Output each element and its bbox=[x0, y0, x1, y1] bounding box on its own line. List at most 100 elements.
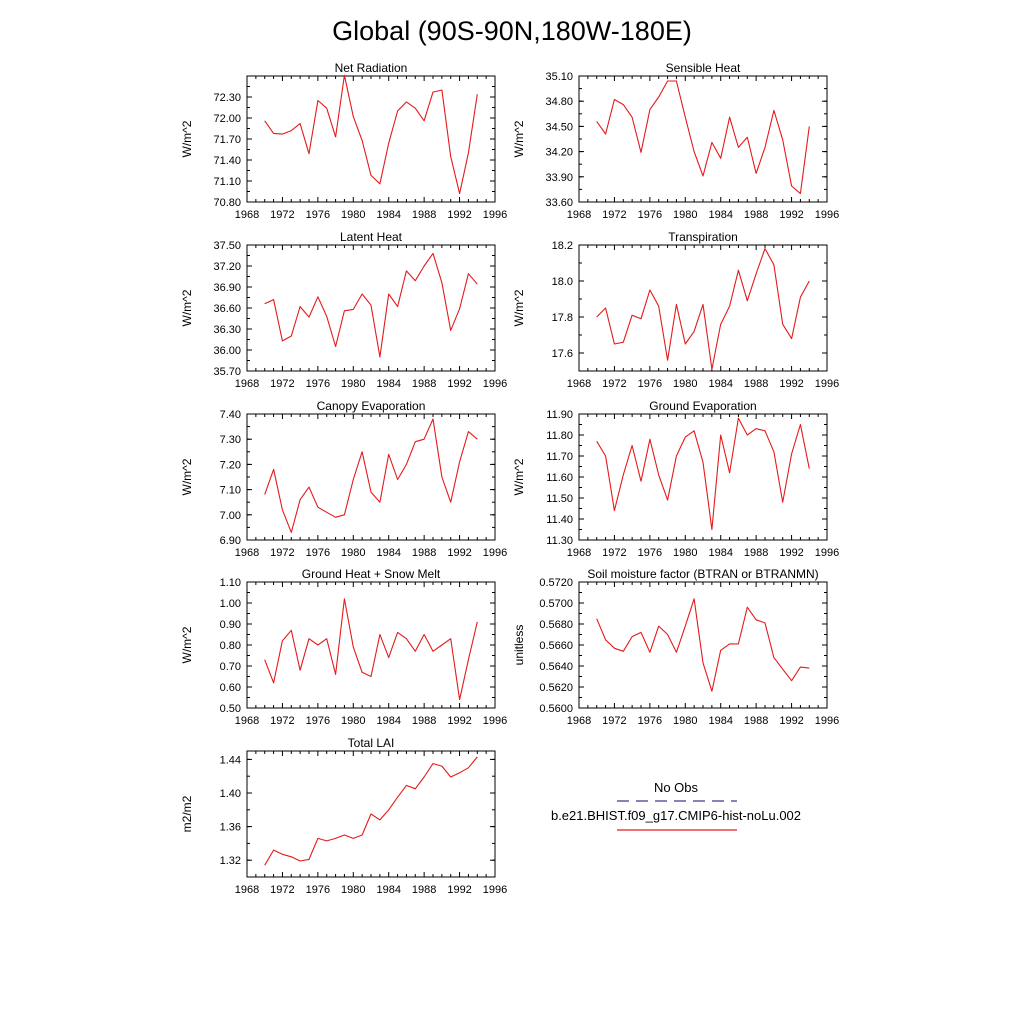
x-tick-label: 1976 bbox=[306, 547, 330, 559]
x-tick-label: 1988 bbox=[412, 715, 436, 727]
y-tick-label: 11.50 bbox=[546, 493, 573, 505]
x-tick-label: 1972 bbox=[602, 715, 626, 727]
x-tick-label: 1972 bbox=[270, 209, 294, 221]
y-tick-label: 0.5680 bbox=[539, 619, 573, 631]
y-tick-label: 34.50 bbox=[545, 121, 573, 133]
x-tick-label: 1996 bbox=[483, 378, 507, 390]
y-axis-label: W/m^2 bbox=[512, 120, 526, 157]
y-tick-label: 33.60 bbox=[545, 197, 573, 209]
y-tick-label: 35.10 bbox=[545, 71, 573, 83]
legend-obs-label: No Obs bbox=[654, 780, 699, 795]
x-tick-label: 1972 bbox=[270, 378, 294, 390]
series-line-sensible-heat bbox=[596, 80, 810, 195]
y-tick-label: 1.10 bbox=[220, 577, 241, 589]
x-tick-label: 1984 bbox=[708, 715, 732, 727]
x-tick-label: 1996 bbox=[815, 547, 839, 559]
y-tick-label: 0.60 bbox=[220, 682, 241, 694]
legend-model-label: b.e21.BHIST.f09_g17.CMIP6-hist-noLu.002 bbox=[551, 808, 801, 823]
panel-title: Soil moisture factor (BTRAN or BTRANMN) bbox=[587, 567, 818, 581]
y-tick-label: 71.70 bbox=[213, 134, 241, 146]
y-tick-label: 72.30 bbox=[213, 92, 241, 104]
x-tick-label: 1996 bbox=[483, 209, 507, 221]
plot-frame bbox=[246, 75, 496, 203]
x-tick-label: 1972 bbox=[602, 547, 626, 559]
x-tick-label: 1976 bbox=[306, 715, 330, 727]
x-tick-label: 1972 bbox=[602, 378, 626, 390]
panel-net-radiation: Net Radiation W/m^2 1968 1972 1976 1980 1984 19… bbox=[180, 61, 507, 221]
x-tick-label: 1980 bbox=[673, 715, 697, 727]
x-tick-label: 1976 bbox=[306, 209, 330, 221]
y-tick-label: 0.5720 bbox=[539, 577, 573, 589]
plot-frame bbox=[246, 413, 496, 541]
series-line-soil-moisture-factor-btran-or-btranmn bbox=[596, 598, 810, 692]
x-tick-label: 1992 bbox=[779, 209, 803, 221]
y-tick-label: 37.20 bbox=[213, 261, 241, 273]
x-tick-label: 1988 bbox=[412, 547, 436, 559]
y-tick-label: 0.70 bbox=[220, 661, 241, 673]
y-tick-label: 11.60 bbox=[546, 472, 573, 484]
x-tick-label: 1968 bbox=[235, 715, 259, 727]
y-tick-label: 0.90 bbox=[220, 619, 241, 631]
series-line-ground-heat-snow-melt bbox=[264, 598, 478, 701]
y-tick-label: 34.80 bbox=[545, 96, 573, 108]
series-line-ground-evaporation bbox=[596, 417, 810, 531]
x-tick-label: 1996 bbox=[483, 715, 507, 727]
panel-total-lai: Total LAI m2/m2 1968 1972 1976 1980 1984 1988 19… bbox=[180, 736, 507, 896]
x-tick-label: 1988 bbox=[412, 378, 436, 390]
y-tick-label: 7.30 bbox=[220, 434, 241, 446]
x-tick-label: 1976 bbox=[638, 378, 662, 390]
y-tick-label: 1.44 bbox=[220, 754, 241, 766]
y-tick-label: 35.70 bbox=[213, 366, 241, 378]
x-tick-label: 1968 bbox=[235, 884, 259, 896]
x-tick-label: 1980 bbox=[341, 378, 365, 390]
y-axis-label: W/m^2 bbox=[180, 626, 194, 663]
y-tick-label: 33.90 bbox=[545, 172, 573, 184]
x-tick-label: 1988 bbox=[744, 547, 768, 559]
y-tick-label: 0.5600 bbox=[539, 703, 573, 715]
series-line-net-radiation bbox=[264, 74, 478, 195]
x-tick-label: 1980 bbox=[673, 209, 697, 221]
x-tick-label: 1984 bbox=[376, 209, 400, 221]
series-line-transpiration bbox=[596, 248, 810, 370]
x-tick-label: 1992 bbox=[447, 378, 471, 390]
y-tick-label: 7.20 bbox=[220, 459, 241, 471]
y-tick-label: 37.50 bbox=[213, 240, 241, 252]
x-tick-label: 1968 bbox=[567, 209, 591, 221]
y-tick-label: 34.20 bbox=[545, 147, 573, 159]
x-tick-label: 1992 bbox=[779, 547, 803, 559]
x-tick-label: 1968 bbox=[567, 378, 591, 390]
series-line-latent-heat bbox=[264, 252, 478, 358]
y-tick-label: 72.00 bbox=[213, 113, 241, 125]
y-tick-label: 1.40 bbox=[220, 788, 241, 800]
panel-soil-moisture-factor-btran-or-btranmn: Soil moisture factor (BTRAN or BTRANMN) u… bbox=[512, 567, 839, 727]
x-tick-label: 1972 bbox=[270, 715, 294, 727]
x-tick-label: 1992 bbox=[779, 378, 803, 390]
y-tick-label: 1.00 bbox=[220, 598, 241, 610]
x-tick-label: 1996 bbox=[483, 884, 507, 896]
y-axis-label: unitless bbox=[512, 625, 526, 666]
x-tick-label: 1988 bbox=[744, 378, 768, 390]
panel-canopy-evaporation: Canopy Evaporation W/m^2 1968 1972 1976 1980 1… bbox=[180, 399, 507, 559]
x-tick-label: 1992 bbox=[447, 715, 471, 727]
x-tick-label: 1976 bbox=[306, 378, 330, 390]
panel-title: Canopy Evaporation bbox=[317, 399, 426, 413]
panel-sensible-heat: Sensible Heat W/m^2 1968 1972 1976 1980 1984 19… bbox=[512, 61, 839, 221]
panel-title: Sensible Heat bbox=[666, 61, 741, 75]
y-axis-label: W/m^2 bbox=[180, 289, 194, 326]
y-axis-label: W/m^2 bbox=[180, 458, 194, 495]
y-tick-label: 0.5660 bbox=[539, 640, 573, 652]
x-tick-label: 1992 bbox=[447, 547, 471, 559]
x-tick-label: 1996 bbox=[815, 378, 839, 390]
series-line-total-lai bbox=[264, 756, 478, 866]
figure-title: Global (90S-90N,180W-180E) bbox=[332, 16, 692, 46]
y-tick-label: 36.30 bbox=[213, 324, 241, 336]
y-axis-label: W/m^2 bbox=[180, 120, 194, 157]
y-tick-label: 11.40 bbox=[546, 514, 573, 526]
y-tick-label: 36.00 bbox=[213, 345, 241, 357]
x-tick-label: 1972 bbox=[270, 547, 294, 559]
x-tick-label: 1992 bbox=[447, 209, 471, 221]
y-tick-label: 1.36 bbox=[220, 822, 241, 834]
x-tick-label: 1988 bbox=[412, 209, 436, 221]
y-tick-label: 18.0 bbox=[552, 276, 573, 288]
